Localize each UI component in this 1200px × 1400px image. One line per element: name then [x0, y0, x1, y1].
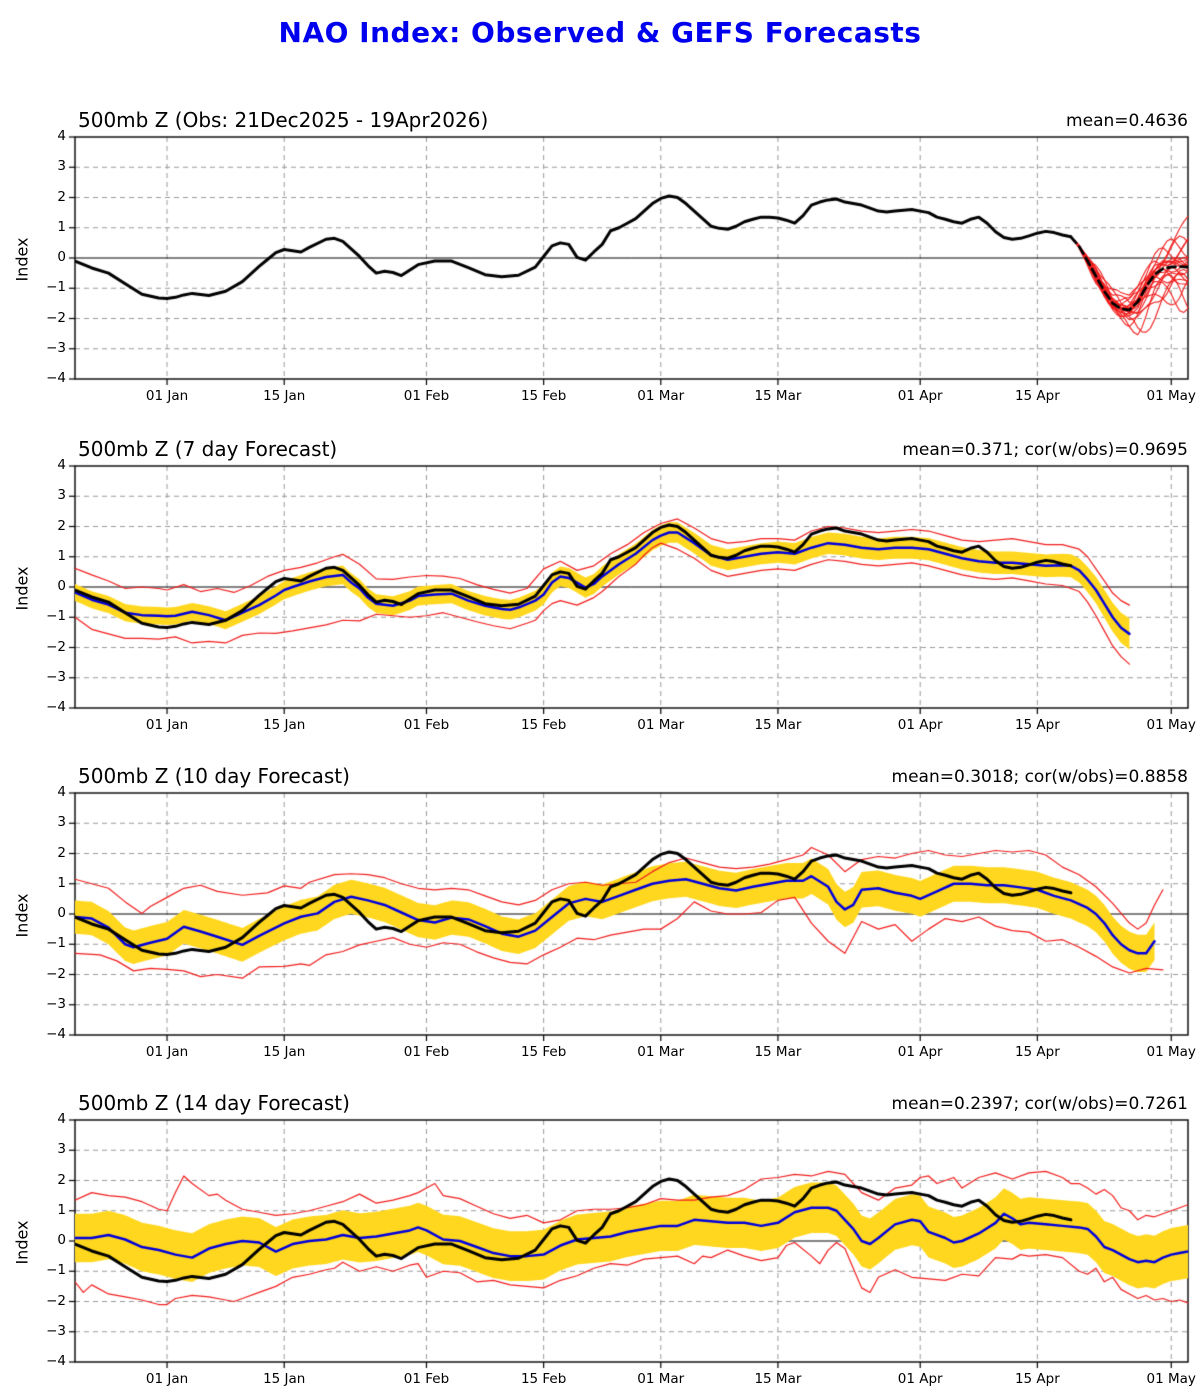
nao-gefs-figure: NAO Index: Observed & GEFS Forecasts 500… — [0, 0, 1200, 1400]
nao-index-charts-canvas — [0, 0, 1200, 1400]
